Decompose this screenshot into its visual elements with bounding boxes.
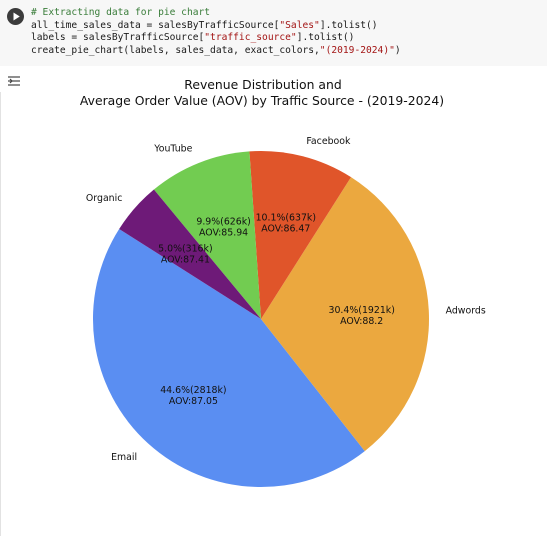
- code-line-2-prefix: all_time_sales_data = salesByTrafficSour…: [31, 19, 280, 31]
- slice-value-adwords: 30.4%(1921k): [329, 305, 395, 316]
- code-line-3-prefix: labels = salesByTrafficSource[: [31, 32, 205, 44]
- slice-label-adwords: Adwords: [446, 306, 486, 317]
- code-line-3-suffix: ].tolist(): [296, 32, 355, 44]
- slice-aov-organic: AOV:87.41: [161, 254, 210, 265]
- code-line-4-suffix: ): [394, 44, 401, 56]
- slice-label-organic: Organic: [86, 193, 122, 204]
- code-line-4-arg: "(2019-2024)": [319, 44, 395, 56]
- code-comment: # Extracting data for pie chart: [31, 7, 211, 18]
- slice-label-facebook: Facebook: [306, 136, 351, 147]
- slice-label-email: Email: [111, 452, 137, 463]
- code-line-4-prefix: create_pie_chart(labels, sales_data, exa…: [31, 44, 320, 56]
- run-cell-button[interactable]: [7, 8, 24, 25]
- pie-chart: Revenue Distribution and Average Order V…: [80, 77, 486, 488]
- slice-aov-facebook: AOV:86.47: [261, 223, 310, 234]
- pie-slice-email: [92, 228, 365, 488]
- slice-value-organic: 5.0%(316k): [158, 243, 212, 254]
- output-toggle-icon[interactable]: [7, 72, 21, 91]
- code-line-2-suffix: ].tolist(): [319, 19, 378, 31]
- slice-aov-email: AOV:87.05: [169, 396, 218, 407]
- pie-slice-youtube: [153, 151, 261, 319]
- code-line-2-key: "Sales": [279, 19, 320, 31]
- chart-title-line-1: Revenue Distribution and: [184, 77, 341, 92]
- pie-slice-facebook: [249, 150, 352, 319]
- pie-slice-adwords: [261, 177, 430, 452]
- slice-aov-adwords: AOV:88.2: [340, 316, 383, 327]
- chart-title-line-2: Average Order Value (AOV) by Traffic Sou…: [80, 93, 444, 108]
- play-icon: [13, 12, 20, 21]
- slice-value-facebook: 10.1%(637k): [256, 212, 316, 223]
- code-cell[interactable]: # Extracting data for pie chart all_time…: [0, 0, 547, 66]
- code-editor[interactable]: # Extracting data for pie chart all_time…: [31, 7, 401, 57]
- code-line-3-key: "traffic_source": [204, 32, 297, 44]
- slice-value-youtube: 9.9%(626k): [196, 216, 250, 227]
- cell-output: Revenue Distribution and Average Order V…: [0, 66, 547, 536]
- pie-slice-organic: [119, 189, 262, 319]
- output-border: [0, 92, 1, 536]
- slice-aov-youtube: AOV:85.94: [199, 227, 248, 238]
- slice-label-youtube: YouTube: [153, 143, 192, 154]
- slice-value-email: 44.6%(2818k): [160, 385, 226, 396]
